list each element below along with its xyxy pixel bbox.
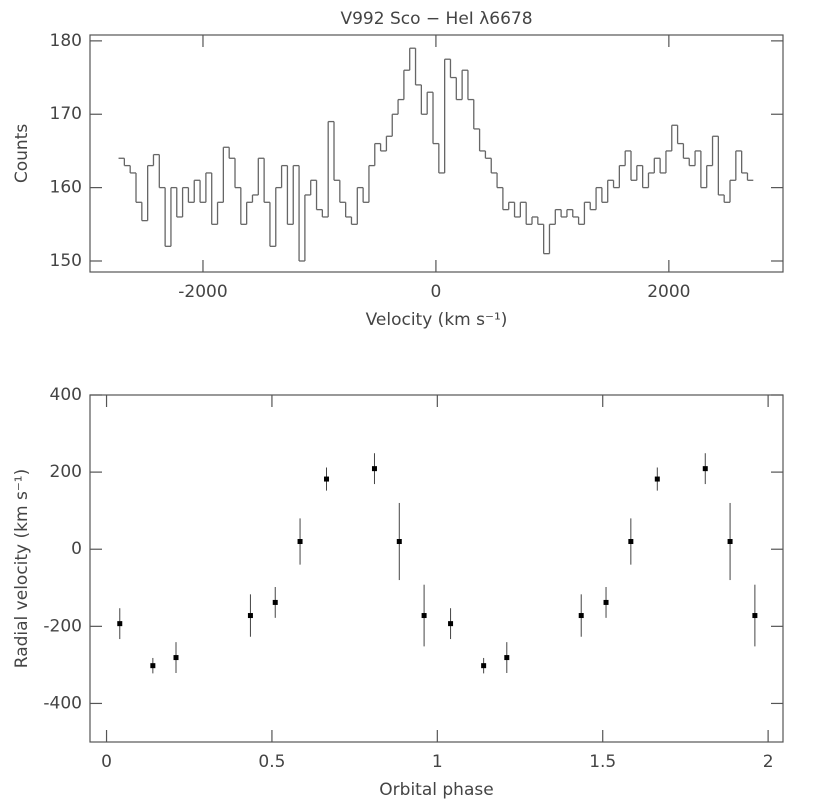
data-point xyxy=(272,599,278,605)
data-point xyxy=(150,663,156,669)
x-tick-label: 1.5 xyxy=(589,752,616,772)
data-point xyxy=(247,613,253,619)
data-point xyxy=(481,663,487,669)
data-point xyxy=(654,476,660,482)
y-tick-label: 0 xyxy=(71,539,82,559)
y-axis-label: Counts xyxy=(12,124,32,183)
data-point xyxy=(628,539,634,545)
data-point xyxy=(324,476,330,482)
x-tick-label: 2000 xyxy=(647,282,690,302)
data-point xyxy=(578,613,584,619)
x-axis-label: Orbital phase xyxy=(379,780,493,800)
data-point xyxy=(752,613,758,619)
y-tick-label: 160 xyxy=(50,178,82,198)
data-point xyxy=(727,539,733,545)
y-tick-label: 200 xyxy=(50,462,82,482)
x-axis-label: Velocity (km s⁻¹) xyxy=(366,310,508,330)
data-point xyxy=(396,539,402,545)
x-tick-label: 0.5 xyxy=(258,752,285,772)
data-point xyxy=(371,466,377,472)
chart-title: V992 Sco − HeI λ6678 xyxy=(340,9,532,29)
y-axis-label: Radial velocity (km s⁻¹) xyxy=(12,469,32,668)
y-tick-label: 170 xyxy=(50,104,82,124)
data-point xyxy=(173,655,179,661)
data-point xyxy=(504,655,510,661)
data-point xyxy=(421,613,427,619)
data-point xyxy=(702,466,708,472)
plot-frame xyxy=(89,394,784,743)
y-tick-label: 400 xyxy=(50,385,82,405)
y-tick-label: -400 xyxy=(43,693,82,713)
data-point xyxy=(117,621,123,627)
data-point xyxy=(297,539,303,545)
data-point xyxy=(603,599,609,605)
y-tick-label: 150 xyxy=(50,251,82,271)
x-tick-label: 0 xyxy=(101,752,112,772)
plot-frame xyxy=(89,34,784,273)
data-point xyxy=(448,621,454,627)
y-tick-label: 180 xyxy=(50,31,82,51)
x-tick-label: 0 xyxy=(431,282,442,302)
y-tick-label: -200 xyxy=(43,616,82,636)
x-tick-label: 2 xyxy=(763,752,774,772)
x-tick-label: -2000 xyxy=(178,282,227,302)
x-tick-label: 1 xyxy=(432,752,443,772)
